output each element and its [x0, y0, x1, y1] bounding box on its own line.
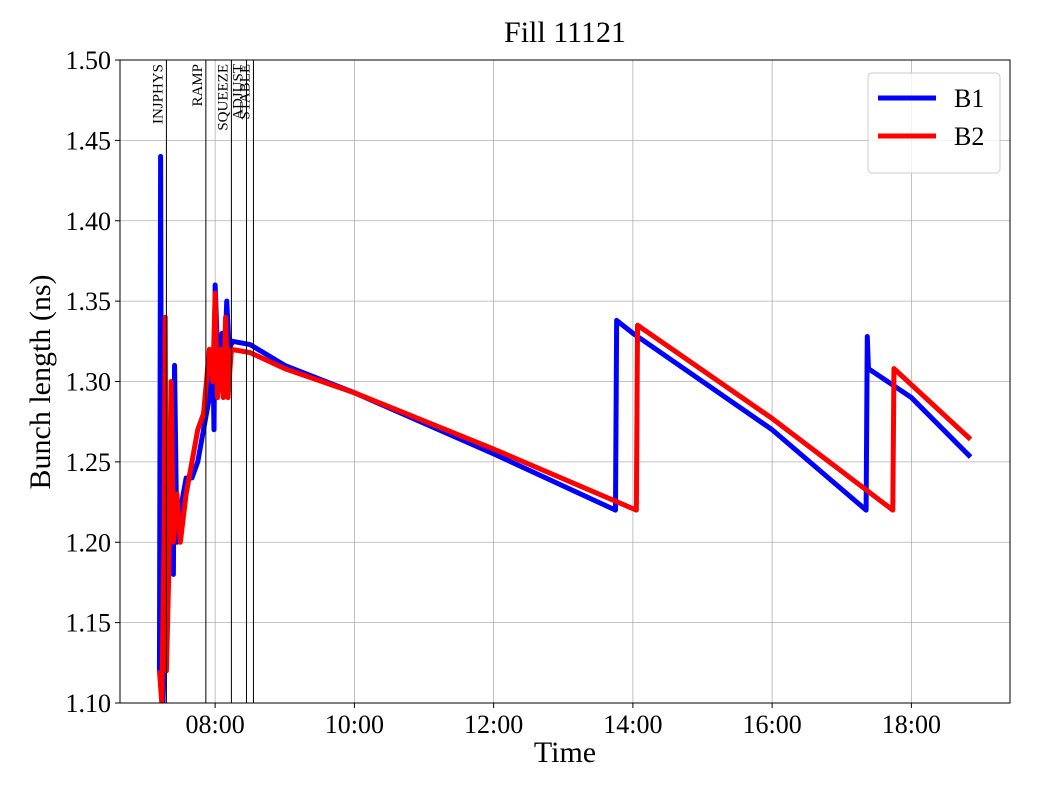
x-tick-label: 10:00 [325, 710, 384, 739]
x-tick-label: 18:00 [882, 710, 941, 739]
legend-label: B2 [954, 122, 984, 151]
plot-area [156, 153, 973, 703]
y-tick-label: 1.10 [66, 689, 112, 718]
phase-label: SQUEEZE [215, 64, 231, 131]
phase-label: RAMP [190, 64, 206, 107]
series-line [156, 290, 973, 703]
y-tick-label: 1.15 [66, 609, 112, 638]
legend-label: B1 [954, 84, 984, 113]
x-axis-label: Time [534, 736, 596, 769]
chart-title: Fill 11121 [504, 16, 626, 49]
y-tick-label: 1.25 [66, 448, 112, 477]
y-axis-label: Bunch length (ns) [24, 275, 57, 490]
x-tick-label: 14:00 [603, 710, 662, 739]
grid [120, 59, 1010, 704]
y-tick-label: 1.30 [66, 368, 112, 397]
y-tick-label: 1.35 [66, 287, 112, 316]
series-line [156, 153, 973, 703]
x-tick-label: 08:00 [186, 710, 245, 739]
x-tick-label: 12:00 [464, 710, 523, 739]
y-tick-label: 1.20 [66, 528, 112, 557]
y-tick-label: 1.40 [66, 207, 112, 236]
x-tick-label: 16:00 [743, 710, 802, 739]
phase-label: STABLE [237, 64, 253, 119]
phase-label: ADJUST [230, 64, 246, 120]
y-tick-label: 1.45 [66, 126, 112, 155]
ticks: 1.10 1.15 1.20 1.25 1.30 1.35 1.40 1.45 1.50 08:0… [66, 46, 941, 739]
y-tick-label: 1.50 [66, 46, 112, 75]
phase-label: INJPHYS [150, 64, 166, 124]
